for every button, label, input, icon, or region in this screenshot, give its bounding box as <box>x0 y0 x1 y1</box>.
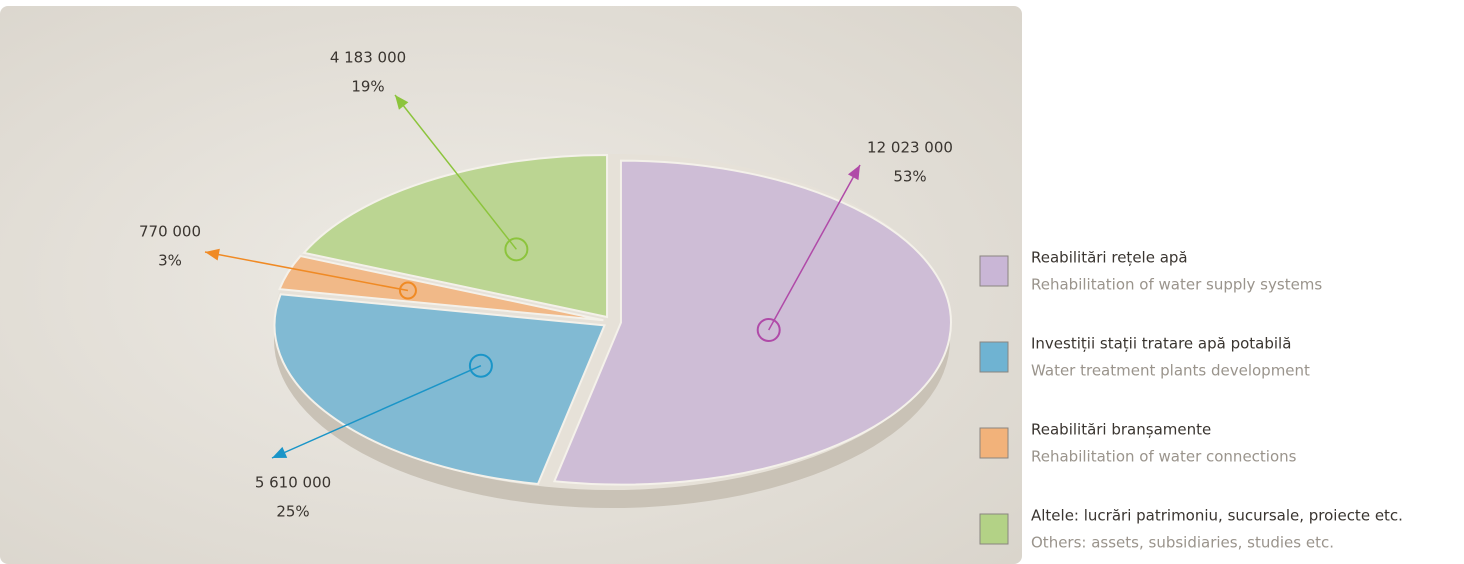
legend-swatch <box>980 428 1008 458</box>
legend-label: Investiții stații tratare apă potabilă <box>1031 335 1291 353</box>
legend-sublabel: Water treatment plants development <box>1031 362 1310 380</box>
legend-swatch <box>980 342 1008 372</box>
legend-sublabel: Rehabilitation of water connections <box>1031 448 1297 466</box>
legend-swatch <box>980 256 1008 286</box>
chart: Reabilitări rețele apă Rehabilitation of … <box>0 0 1464 564</box>
value-label: 770 000 <box>139 223 201 241</box>
legend: Reabilitări rețele apă Rehabilitation of … <box>980 249 1403 552</box>
legend-label: Altele: lucrări patrimoniu, sucursale, p… <box>1031 507 1403 525</box>
legend-swatch <box>980 514 1008 544</box>
share-label: 19% <box>351 78 384 96</box>
legend-sublabel: Others: assets, subsidiaries, studies et… <box>1031 534 1334 552</box>
legend-sublabel: Rehabilitation of water supply systems <box>1031 276 1322 294</box>
value-label: 12 023 000 <box>867 139 953 157</box>
legend-label: Reabilitări branșamente <box>1031 421 1211 439</box>
share-label: 25% <box>276 503 309 521</box>
value-label: 5 610 000 <box>255 474 331 492</box>
legend-label: Reabilitări rețele apă <box>1031 249 1188 267</box>
share-label: 3% <box>158 252 182 270</box>
share-label: 53% <box>893 168 926 186</box>
value-label: 4 183 000 <box>330 49 406 67</box>
